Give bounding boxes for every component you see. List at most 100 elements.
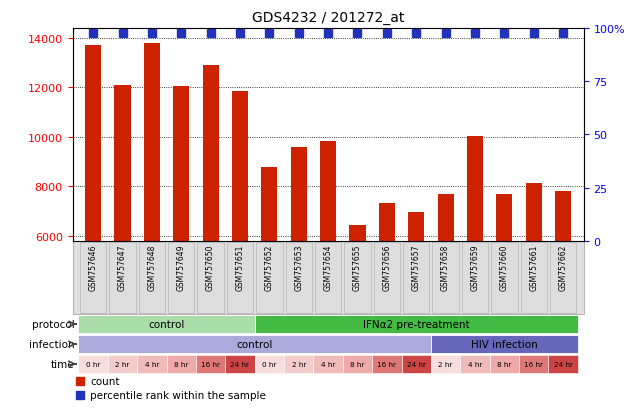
Bar [350, 225, 365, 241]
Text: 4 hr: 4 hr [321, 361, 335, 367]
FancyBboxPatch shape [255, 355, 284, 373]
FancyBboxPatch shape [108, 355, 137, 373]
Text: GSM757654: GSM757654 [324, 244, 333, 291]
Bar [173, 87, 189, 241]
Bar [85, 46, 101, 241]
Text: control: control [237, 339, 273, 349]
FancyBboxPatch shape [460, 355, 490, 373]
Text: 2 hr: 2 hr [292, 361, 306, 367]
FancyBboxPatch shape [431, 355, 460, 373]
Text: control: control [148, 319, 185, 329]
FancyBboxPatch shape [255, 315, 578, 333]
FancyBboxPatch shape [345, 243, 371, 313]
Bar [408, 213, 424, 241]
Text: GSM757650: GSM757650 [206, 244, 215, 291]
Title: GDS4232 / 201272_at: GDS4232 / 201272_at [252, 11, 404, 25]
Text: GSM757652: GSM757652 [265, 244, 274, 290]
Bar [203, 66, 219, 241]
Bar [114, 86, 131, 241]
Text: GSM757659: GSM757659 [471, 244, 480, 291]
Text: GSM757656: GSM757656 [382, 244, 391, 291]
FancyBboxPatch shape [73, 241, 584, 314]
Bar [497, 195, 512, 241]
FancyBboxPatch shape [432, 243, 459, 313]
Bar [320, 141, 336, 241]
Text: infection: infection [29, 339, 74, 349]
Text: 24 hr: 24 hr [230, 361, 249, 367]
FancyBboxPatch shape [284, 355, 314, 373]
FancyBboxPatch shape [491, 243, 517, 313]
Bar [144, 44, 160, 241]
FancyBboxPatch shape [519, 355, 548, 373]
FancyBboxPatch shape [256, 243, 283, 313]
Text: time: time [51, 359, 74, 369]
FancyBboxPatch shape [490, 355, 519, 373]
Bar [555, 192, 571, 241]
FancyBboxPatch shape [109, 243, 136, 313]
Text: 24 hr: 24 hr [553, 361, 572, 367]
FancyBboxPatch shape [374, 243, 400, 313]
Bar [437, 195, 454, 241]
FancyBboxPatch shape [431, 335, 578, 354]
Text: 8 hr: 8 hr [174, 361, 189, 367]
Text: GSM757661: GSM757661 [529, 244, 538, 290]
Text: count: count [90, 377, 120, 387]
FancyBboxPatch shape [286, 243, 312, 313]
Bar [379, 203, 395, 241]
Bar [467, 136, 483, 241]
FancyBboxPatch shape [403, 243, 430, 313]
Text: 16 hr: 16 hr [524, 361, 543, 367]
FancyBboxPatch shape [80, 243, 107, 313]
Text: 0 hr: 0 hr [86, 361, 100, 367]
Text: GSM757658: GSM757658 [441, 244, 450, 290]
Text: 8 hr: 8 hr [497, 361, 512, 367]
Bar [261, 167, 278, 241]
Text: 4 hr: 4 hr [144, 361, 159, 367]
FancyBboxPatch shape [198, 243, 224, 313]
FancyBboxPatch shape [372, 355, 401, 373]
Text: 2 hr: 2 hr [115, 361, 130, 367]
Bar [232, 92, 248, 241]
Text: 2 hr: 2 hr [439, 361, 453, 367]
Bar [291, 147, 307, 241]
FancyBboxPatch shape [78, 355, 108, 373]
FancyBboxPatch shape [548, 355, 578, 373]
FancyBboxPatch shape [139, 243, 165, 313]
Bar [526, 183, 542, 241]
FancyBboxPatch shape [78, 335, 431, 354]
Text: GSM757649: GSM757649 [177, 244, 186, 291]
Text: HIV infection: HIV infection [471, 339, 538, 349]
Text: percentile rank within the sample: percentile rank within the sample [90, 390, 266, 400]
FancyBboxPatch shape [196, 355, 225, 373]
Text: GSM757647: GSM757647 [118, 244, 127, 291]
Text: IFNα2 pre-treatment: IFNα2 pre-treatment [363, 319, 469, 329]
Text: GSM757655: GSM757655 [353, 244, 362, 291]
Text: GSM757660: GSM757660 [500, 244, 509, 291]
Text: GSM757653: GSM757653 [294, 244, 304, 291]
FancyBboxPatch shape [521, 243, 547, 313]
FancyBboxPatch shape [225, 355, 255, 373]
Text: 16 hr: 16 hr [377, 361, 396, 367]
FancyBboxPatch shape [78, 315, 255, 333]
FancyBboxPatch shape [401, 355, 431, 373]
Text: 4 hr: 4 hr [468, 361, 482, 367]
FancyBboxPatch shape [167, 355, 196, 373]
FancyBboxPatch shape [137, 355, 167, 373]
Text: GSM757662: GSM757662 [558, 244, 568, 290]
FancyBboxPatch shape [343, 355, 372, 373]
Text: GSM757651: GSM757651 [235, 244, 244, 290]
Text: 16 hr: 16 hr [201, 361, 220, 367]
Text: GSM757657: GSM757657 [412, 244, 421, 291]
Text: 24 hr: 24 hr [407, 361, 426, 367]
FancyBboxPatch shape [315, 243, 341, 313]
FancyBboxPatch shape [550, 243, 576, 313]
FancyBboxPatch shape [227, 243, 253, 313]
FancyBboxPatch shape [168, 243, 194, 313]
Text: protocol: protocol [32, 319, 74, 329]
Text: GSM757648: GSM757648 [148, 244, 156, 290]
FancyBboxPatch shape [314, 355, 343, 373]
Text: 8 hr: 8 hr [350, 361, 365, 367]
Text: 0 hr: 0 hr [262, 361, 276, 367]
FancyBboxPatch shape [462, 243, 488, 313]
Text: GSM757646: GSM757646 [88, 244, 98, 291]
